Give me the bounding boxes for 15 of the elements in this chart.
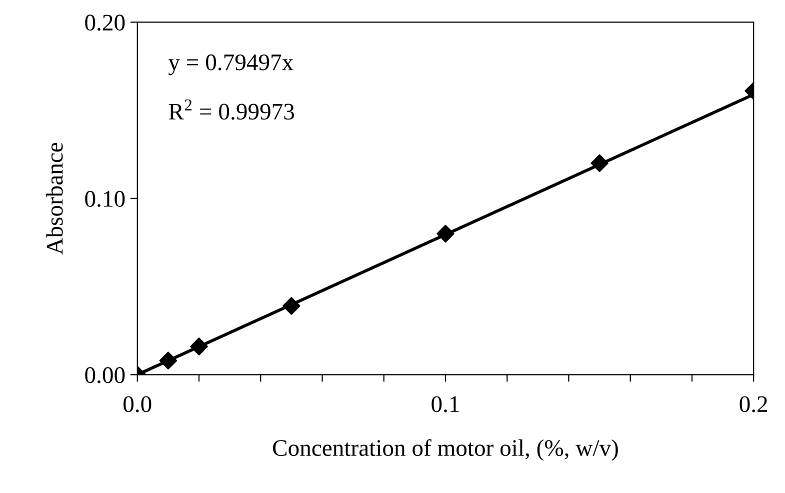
annotation: R$^{2}$ = 0.99973	[168, 99, 294, 120]
point	[436, 224, 454, 243]
annotation: y = 0.79497x	[168, 54, 294, 76]
x-axis-title: Concentration of motor oil, (%, w/v)	[273, 439, 618, 461]
y-tick-label: 0.10	[85, 190, 125, 207]
y-axis-title: Absorbance	[46, 142, 63, 255]
x-tick-label: 0.0	[124, 396, 152, 412]
point	[282, 297, 300, 315]
x-tick-label: 0.1	[432, 396, 459, 412]
y-tick-label: 0.20	[85, 14, 125, 31]
point	[190, 338, 208, 356]
point	[159, 352, 178, 370]
y-tick-label: 0.00	[85, 367, 125, 384]
point	[590, 154, 608, 172]
x-tick-label: 0.2	[740, 396, 768, 412]
